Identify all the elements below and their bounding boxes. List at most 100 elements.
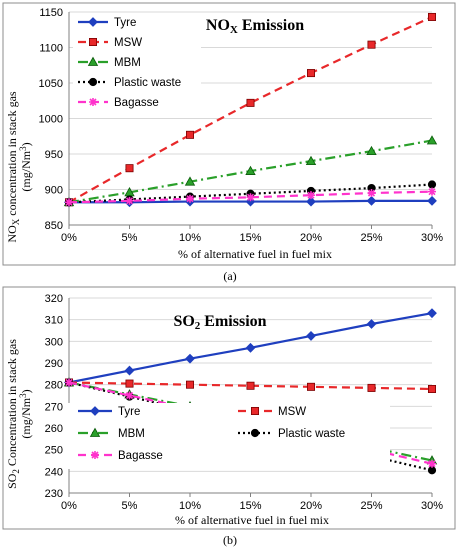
- nox-panel-frame: [2, 2, 456, 266]
- nox-series-bagasse-point-2: [186, 194, 194, 203]
- so2-legend-tyre-marker: [90, 406, 100, 416]
- nox-series-mbm-point-4: [305, 155, 317, 166]
- so2-y-axis-label-line2: (mg/Nm3): [18, 389, 33, 438]
- so2-series-bagasse-point-0: [65, 378, 73, 387]
- so2-legend-plastic-waste-marker: [250, 428, 260, 438]
- nox-series-tyre-point-5: [366, 195, 377, 206]
- nox-series-bagasse-point-3: [246, 193, 255, 202]
- so2-series-msw-point-4: [306, 382, 315, 391]
- so2-y-axis-label-line1: SO2 Concentration in stack gas: [5, 339, 21, 489]
- so2-series-bagasse-point-6: [428, 459, 436, 468]
- nox-x-tick-labels: 0% 5% 10% 15% 20% 25% 30%: [61, 232, 443, 244]
- nox-legend: Tyre MSW MBM Plastic waste Bagasse: [73, 14, 201, 112]
- so2-legend-box: [68, 403, 390, 469]
- so2-y-tick-240: 240: [45, 466, 63, 478]
- nox-series-msw-point-1: [125, 164, 134, 173]
- so2-x-tick-labels: 0% 5% 10% 15% 20% 25% 30%: [61, 500, 443, 512]
- nox-x-tick-30: 30%: [421, 232, 443, 244]
- so2-y-tick-300: 300: [45, 336, 63, 348]
- nox-legend-tyre-label: Tyre: [114, 17, 136, 29]
- nox-y-tick-1150: 1150: [39, 7, 63, 19]
- nox-legend-mbm-label: MBM: [114, 57, 141, 69]
- so2-legend-bagasse-label: Bagasse: [118, 450, 163, 462]
- nox-y-tick-900: 900: [45, 185, 63, 197]
- nox-series-msw-point-3: [246, 98, 255, 107]
- nox-series-msw-point-6: [427, 12, 436, 21]
- so2-y-tick-270: 270: [45, 401, 63, 413]
- nox-legend-mbm-marker: [87, 56, 99, 66]
- nox-series-mbm-point-6: [426, 135, 438, 145]
- so2-x-tick-0: 0%: [61, 500, 77, 512]
- so2-legend-plastic-waste-label: Plastic waste: [278, 428, 345, 440]
- so2-x-tick-5: 5%: [122, 500, 138, 512]
- nox-y-tick-1100: 1100: [39, 43, 63, 55]
- nox-y-tick-labels: 850 900 950 1000 1050 1100 1150: [39, 7, 63, 232]
- nox-y-tick-850: 850: [45, 220, 63, 232]
- nox-x-tick-25: 25%: [360, 232, 382, 244]
- so2-series-msw-point-6: [427, 384, 436, 393]
- nox-legend-msw-marker: [89, 38, 98, 47]
- nox-legend-plastic-waste-label: Plastic waste: [114, 77, 181, 89]
- so2-x-tick-15: 15%: [239, 500, 261, 512]
- so2-x-tick-10: 10%: [179, 500, 201, 512]
- nox-series-bagasse-point-6: [428, 187, 436, 196]
- nox-x-tick-20: 20%: [300, 232, 322, 244]
- nox-x-tick-0: 0%: [61, 232, 77, 244]
- so2-y-tick-260: 260: [45, 423, 63, 435]
- so2-series-msw-point-1: [125, 379, 134, 388]
- nox-legend-msw-label: MSW: [114, 37, 142, 49]
- nox-series-tyre-point-6: [427, 195, 437, 206]
- so2-series-tyre-point-2: [185, 353, 195, 364]
- so2-legend-mbm-label: MBM: [118, 428, 145, 440]
- nox-panel-caption: (a): [223, 269, 236, 283]
- nox-x-tick-10: 10%: [179, 232, 201, 244]
- so2-series-tyre-point-4: [306, 331, 316, 341]
- nox-legend-tyre-marker: [88, 17, 98, 27]
- so2-panel-caption: (b): [223, 533, 237, 547]
- so2-x-tick-25: 25%: [360, 500, 382, 512]
- so2-y-tick-250: 250: [45, 445, 63, 457]
- so2-legend-bagasse-marker: [91, 451, 99, 459]
- nox-series-bagasse-point-5: [367, 189, 376, 198]
- nox-series-mbm-point-5: [366, 145, 377, 156]
- nox-series-tyre-point-4: [306, 196, 316, 207]
- nox-series-bagasse-point-0: [65, 198, 73, 207]
- so2-x-tick-30: 30%: [421, 500, 443, 512]
- nox-series-plastic-waste-point-6: [427, 180, 437, 189]
- nox-y-axis-label-line1: NOX concentration in stack gas: [5, 91, 21, 242]
- so2-y-tick-320: 320: [45, 293, 63, 305]
- so2-y-tick-280: 280: [45, 380, 63, 392]
- so2-series-msw-point-3: [246, 381, 255, 390]
- so2-series-msw-point-5: [367, 383, 376, 392]
- nox-chart-title: NOX Emission: [206, 17, 304, 36]
- so2-legend-msw-marker: [250, 406, 259, 415]
- nox-emission-panel: 850 900 950 1000 1050 1100 1150 0% 5% 10% 15% 20% 2…: [2, 2, 456, 266]
- so2-legend-mbm-marker: [89, 427, 101, 437]
- nox-series-msw-point-2: [185, 130, 194, 139]
- nox-series-bagasse-point-1: [125, 196, 134, 205]
- so2-series-bagasse-point-1: [125, 391, 134, 400]
- nox-axes: [68, 12, 433, 229]
- so2-legend: Tyre MSW MBM Plastic waste Bagasse: [68, 403, 390, 469]
- nox-y-tick-1050: 1050: [39, 78, 63, 90]
- nox-legend-bagasse-marker: [89, 98, 97, 106]
- nox-y-tick-1000: 1000: [39, 114, 63, 126]
- nox-series-mbm-point-3: [245, 165, 256, 175]
- nox-y-tick-950: 950: [45, 149, 63, 161]
- nox-series-bagasse-point-4: [307, 191, 315, 200]
- so2-x-axis-label: % of alternative fuel in fuel mix: [175, 513, 329, 527]
- so2-legend-msw-label: MSW: [278, 406, 306, 418]
- nox-series-mbm-point-2: [184, 176, 196, 186]
- so2-y-tick-230: 230: [45, 488, 63, 500]
- nox-x-tick-15: 15%: [239, 232, 261, 244]
- so2-series-tyre-point-6: [427, 308, 437, 319]
- nox-y-axis-label-line2: (mg/Nm3): [18, 142, 33, 191]
- nox-series-msw-point-4: [306, 69, 315, 78]
- so2-y-tick-labels: 230 240 250 260 270 280 290 300 310 320: [45, 293, 63, 500]
- nox-legend-plastic-waste-marker: [88, 77, 98, 87]
- so2-series-tyre-point-5: [366, 319, 377, 329]
- nox-legend-bagasse-label: Bagasse: [114, 97, 159, 109]
- nox-series-msw-point-5: [367, 40, 376, 49]
- so2-series-tyre-point-1: [124, 365, 135, 376]
